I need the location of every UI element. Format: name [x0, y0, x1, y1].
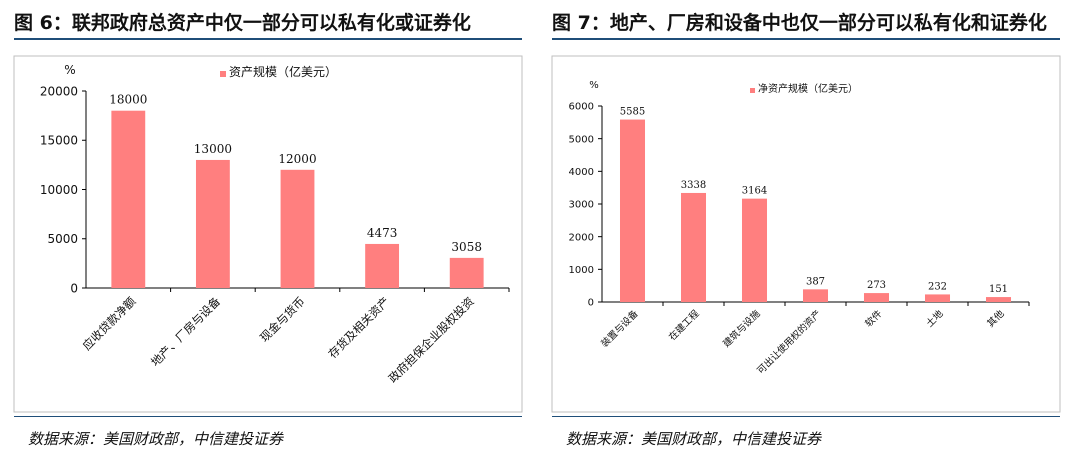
fig7-y-tick-label: 0: [588, 298, 594, 309]
figure-6-source: 数据来源：美国财政部，中信建投证券: [28, 430, 284, 448]
fig7-category-label: 可出让使用权的资产: [755, 308, 824, 377]
fig6-data-label: 12000: [278, 152, 316, 166]
fig7-bar: [802, 289, 829, 302]
fig6-bar: [449, 257, 484, 288]
fig6-data-label: 4473: [367, 226, 398, 240]
figure-7-title-rule: [552, 38, 1060, 40]
fig7-y-tick-label: 3000: [569, 200, 594, 211]
fig6-data-label: 18000: [109, 93, 147, 107]
fig6-legend-swatch: [220, 71, 226, 77]
fig7-category-label: 装置与设备: [599, 307, 641, 349]
fig7-data-label: 3338: [681, 180, 706, 191]
figure-6-title-rule: [14, 38, 522, 40]
fig6-y-tick-label: 20000: [40, 84, 78, 98]
fig6-category-label: 政府担保企业股权投资: [386, 294, 477, 385]
fig6-bar: [111, 110, 146, 288]
fig6-category-label: 地产、厂房与设备: [148, 294, 223, 369]
fig7-y-tick-label: 1000: [569, 265, 594, 276]
fig6-bar: [280, 169, 315, 288]
fig6-y-tick-label: 10000: [40, 183, 78, 197]
fig6-y-tick-label: 5000: [47, 232, 78, 246]
figure-7-chart: % 净资产规模（亿美元） 0 1000 2000 3000 4000 5000 6000 5585…: [551, 55, 1061, 413]
figure-7-source: 数据来源：美国财政部，中信建投证券: [566, 430, 822, 448]
fig7-category-label: 在建工程: [666, 307, 702, 343]
fig7-category-label: 软件: [863, 307, 885, 329]
fig7-bar: [863, 293, 890, 302]
fig6-bar: [365, 243, 400, 288]
fig7-y-tick-label: 5000: [569, 134, 594, 145]
fig7-bar: [985, 297, 1012, 302]
fig7-bar: [619, 119, 646, 302]
figure-7-source-rule: [552, 416, 1060, 417]
fig7-category-label: 土地: [924, 307, 946, 329]
fig7-data-label: 232: [928, 281, 947, 292]
fig7-y-tick-label: 6000: [569, 102, 594, 113]
fig7-unit-label: %: [589, 80, 599, 91]
fig7-y-tick-label: 4000: [569, 167, 594, 178]
fig7-bar: [741, 198, 768, 302]
fig6-frame: [13, 55, 523, 413]
figure-6-source-rule: [14, 416, 522, 417]
figure-6-chart: % 资产规模（亿美元） 0 5000 10000 15000 20000 18000 应收贷款净…: [13, 55, 523, 413]
fig6-legend-label: 资产规模（亿美元）: [229, 64, 337, 79]
fig7-data-label: 5585: [620, 107, 645, 118]
figure-6-title: 图 6：联邦政府总资产中仅一部分可以私有化或证券化: [14, 12, 471, 34]
fig7-bar: [680, 192, 707, 302]
fig6-category-label: 现金与货币: [257, 294, 308, 345]
fig7-bar: [924, 294, 951, 302]
fig7-data-label: 273: [867, 280, 886, 291]
fig6-category-label: 存货及相关资产: [325, 294, 392, 361]
fig6-y-tick-label: 15000: [40, 134, 78, 148]
fig7-category-label: 建筑与设施: [721, 307, 763, 349]
fig6-data-label: 3058: [451, 240, 482, 254]
fig7-legend-swatch: [750, 88, 755, 93]
fig7-category-label: 其他: [985, 307, 1007, 329]
fig6-y-tick-label: 0: [70, 281, 78, 295]
fig6-bar: [195, 159, 230, 288]
fig7-data-label: 151: [989, 284, 1008, 295]
fig7-y-tick-label: 2000: [569, 232, 594, 243]
fig6-data-label: 13000: [194, 142, 232, 156]
fig7-frame: [551, 55, 1061, 413]
fig6-unit-label: %: [64, 63, 75, 77]
fig6-category-label: 应收贷款净额: [80, 294, 139, 353]
fig7-legend-label: 净资产规模（亿美元）: [758, 82, 858, 95]
figure-7-title: 图 7：地产、厂房和设备中也仅一部分可以私有化和证券化: [552, 12, 1047, 34]
fig7-data-label: 3164: [742, 186, 767, 197]
fig7-data-label: 387: [806, 276, 825, 287]
